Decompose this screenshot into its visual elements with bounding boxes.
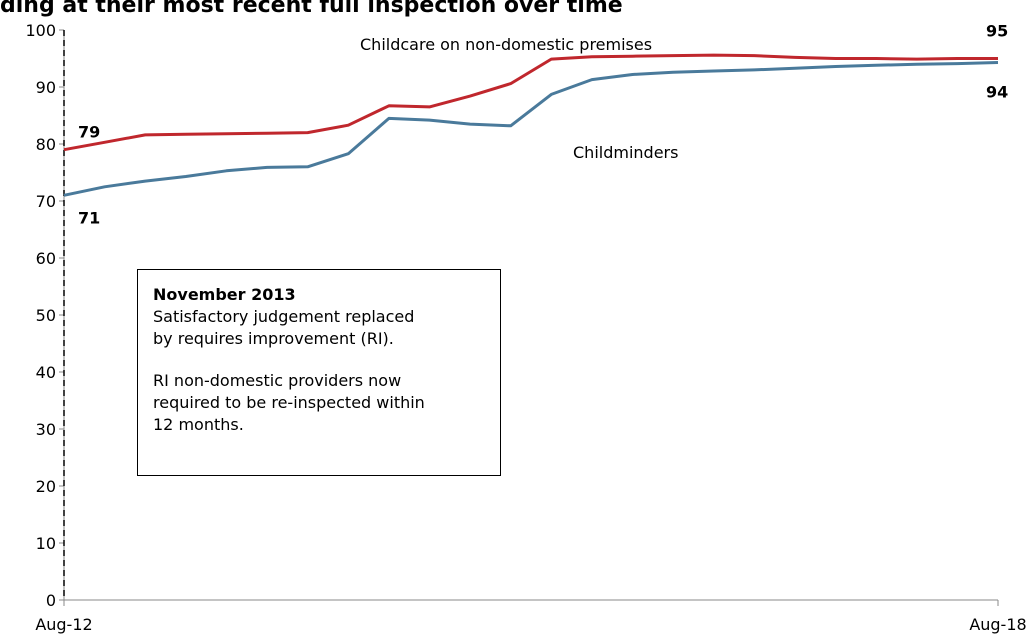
series-line (63, 53, 998, 152)
annotation-line: Satisfactory judgement replaced (153, 307, 415, 326)
x-tick-label: Aug-18 (969, 615, 1026, 634)
y-tick-label: 0 (46, 591, 56, 610)
y-axis: 0 10 20 30 40 50 60 70 80 90 100 (25, 21, 65, 610)
y-tick-label: 30 (36, 420, 56, 439)
annotation-title: November 2013 (153, 285, 296, 304)
y-tick-label: 50 (36, 306, 56, 325)
y-tick-label: 20 (36, 477, 56, 496)
x-tick-label: Aug-12 (35, 615, 92, 634)
annotation-line: required to be re-inspected within (153, 393, 425, 412)
label-layer: 79 71 95 94 Childcare on non-domestic premis… (78, 22, 1008, 228)
data-label-end: 94 (986, 82, 1008, 101)
annotation-line: by requires improvement (RI). (153, 329, 394, 348)
series-layer (63, 53, 999, 197)
data-label-start: 79 (78, 123, 100, 142)
y-tick-label: 90 (36, 78, 56, 97)
annotation-line: RI non-domestic providers now (153, 371, 402, 390)
chart-title: ding at their most recent full inspectio… (0, 0, 623, 18)
series-line (63, 61, 999, 197)
x-axis: Aug-12 Aug-18 (35, 599, 1027, 634)
data-label-end: 95 (986, 22, 1008, 41)
y-tick-label: 60 (36, 249, 56, 268)
y-tick-label: 100 (25, 21, 56, 40)
y-tick-label: 70 (36, 192, 56, 211)
y-tick-label: 10 (36, 534, 56, 553)
annotation-box: November 2013 Satisfactory judgement rep… (137, 269, 501, 476)
annotation-line: 12 months. (153, 415, 244, 434)
data-label-start: 71 (78, 208, 100, 227)
y-tick-label: 80 (36, 135, 56, 154)
series-label: Childminders (573, 143, 678, 162)
annotation-gap (153, 350, 500, 370)
y-tick-label: 40 (36, 363, 56, 382)
series-label: Childcare on non-domestic premises (360, 35, 652, 54)
